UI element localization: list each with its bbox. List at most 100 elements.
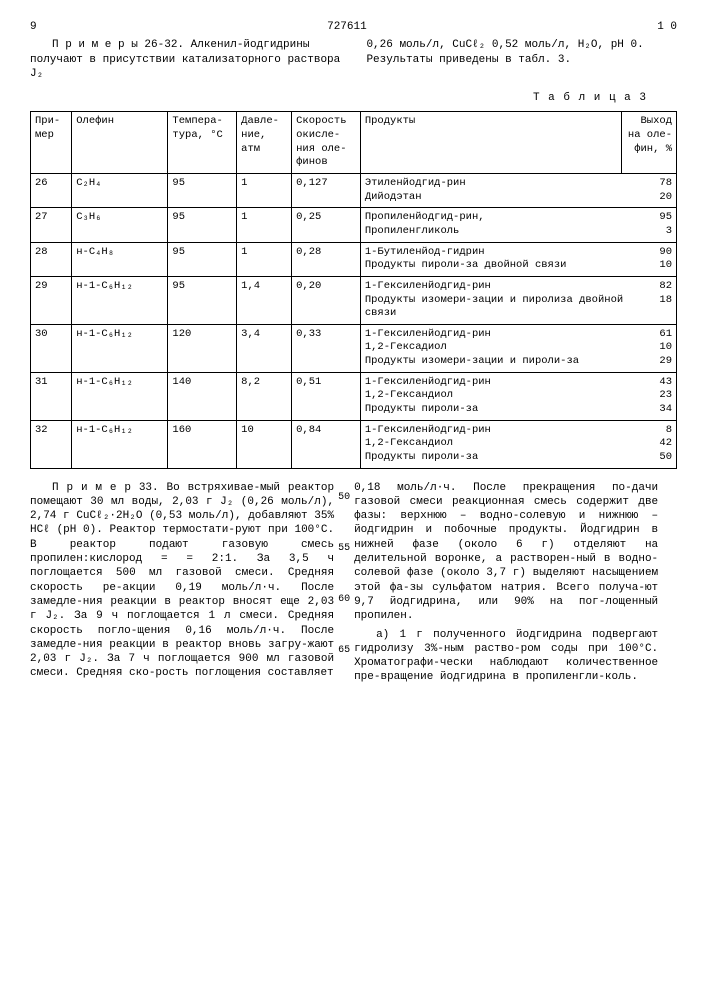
page-num-right: 1 0 xyxy=(657,20,677,34)
table-cell: н-1-C₆H₁₂ xyxy=(72,324,168,372)
table-cell: 95 xyxy=(168,208,237,242)
product-yield: 18 xyxy=(640,294,672,321)
table-cell: 140 xyxy=(168,372,237,420)
table-cell: 10 xyxy=(237,420,292,468)
product-entry: Продукты пироли-за двойной связи10 xyxy=(365,259,672,273)
table-row: 30н-1-C₆H₁₂1203,40,331-Гексиленйодгид-ри… xyxy=(31,324,677,372)
product-entry: 1-Гексиленйодгид-рин82 xyxy=(365,280,672,294)
products-cell: Пропиленйодгид-рин,95Пропиленгликоль3 xyxy=(360,208,676,242)
col-olefin: Олефин xyxy=(72,112,168,174)
table-cell: 0,33 xyxy=(292,324,361,372)
table-cell: 28 xyxy=(31,242,72,276)
col-rate: Скорость окисле-ния оле-финов xyxy=(292,112,361,174)
col-temperature: Темпера-тура, °С xyxy=(168,112,237,174)
table-row: 28н-C₄H₈9510,281-Бутиленйод-гидрин90Прод… xyxy=(31,242,677,276)
product-entry: Дийодэтан20 xyxy=(365,191,672,205)
intro-left: П р и м е р ы 26-32. Алкенил-йодгидрины … xyxy=(30,38,341,81)
table-cell: 30 xyxy=(31,324,72,372)
product-name: 1,2-Гексадиол xyxy=(365,341,640,355)
product-yield: 43 xyxy=(640,376,672,390)
product-name: 1,2-Гександиол xyxy=(365,389,640,403)
body-left-col: П р и м е р 33. Во встряхивае-мый реакто… xyxy=(30,481,334,685)
table-cell: C₃H₆ xyxy=(72,208,168,242)
product-entry: Этиленйодгид-рин78 xyxy=(365,177,672,191)
product-name: Продукты пироли-за xyxy=(365,451,640,465)
product-entry: 1-Гексиленйодгид-рин61 xyxy=(365,328,672,342)
product-yield: 23 xyxy=(640,389,672,403)
product-entry: 1-Бутиленйод-гидрин90 xyxy=(365,246,672,260)
table-cell: 31 xyxy=(31,372,72,420)
table-row: 32н-1-C₆H₁₂160100,84 1-Гексиленйодгид-рин… xyxy=(31,420,677,468)
table-caption: Т а б л и ц а 3 xyxy=(30,91,647,105)
product-name: Пропиленгликоль xyxy=(365,225,640,239)
product-name: 1-Гексиленйодгид-рин xyxy=(365,328,640,342)
product-entry: Пропиленгликоль3 xyxy=(365,225,672,239)
product-yield: 95 xyxy=(640,211,672,225)
product-name: Продукты изомери-зации и пиролиза двойно… xyxy=(365,294,640,321)
col-yield: Выход на оле-фин, % xyxy=(621,112,676,174)
line-mark: 65 xyxy=(334,644,354,657)
product-entry: Продукты изомери-зации и пироли-за29 xyxy=(365,355,672,369)
line-mark: 50 xyxy=(334,491,354,504)
body-right-p1: 0,18 моль/л·ч. После прекращения по-дачи… xyxy=(354,481,658,624)
product-entry: 1,2-Гексадиол10 xyxy=(365,341,672,355)
product-name: 1,2-Гександиол xyxy=(365,437,640,451)
product-name: Продукты пироли-за xyxy=(365,403,640,417)
product-yield: 8 xyxy=(640,424,672,438)
table-row: 27C₃H₆9510,25Пропиленйодгид-рин,95Пропил… xyxy=(31,208,677,242)
product-name: 1-Гексиленйодгид-рин xyxy=(365,424,640,438)
product-name: Этиленйодгид-рин xyxy=(365,177,640,191)
table-row: 29н-1-C₆H₁₂951,40,201-Гексиленйодгид-рин… xyxy=(31,276,677,324)
table-cell: 95 xyxy=(168,276,237,324)
table-cell: 1,4 xyxy=(237,276,292,324)
table-cell: C₂H₄ xyxy=(72,174,168,208)
product-name: Дийодэтан xyxy=(365,191,640,205)
table-cell: н-C₄H₈ xyxy=(72,242,168,276)
col-example: При-мер xyxy=(31,112,72,174)
product-entry: 1,2-Гександиол23 xyxy=(365,389,672,403)
product-yield: 61 xyxy=(640,328,672,342)
product-yield: 82 xyxy=(640,280,672,294)
products-cell: 1-Гексиленйодгид-рин611,2-Гексадиол10Про… xyxy=(360,324,676,372)
table-cell: 1 xyxy=(237,208,292,242)
table-body: 26C₂H₄9510,127Этиленйодгид-рин78Дийодэта… xyxy=(31,174,677,469)
table-cell: 1 xyxy=(237,174,292,208)
product-yield: 10 xyxy=(640,259,672,273)
products-cell: 1-Гексиленйодгид-рин431,2-Гександиол23Пр… xyxy=(360,372,676,420)
product-yield: 34 xyxy=(640,403,672,417)
table-row: 31н-1-C₆H₁₂1408,20,511-Гексиленйодгид-ри… xyxy=(31,372,677,420)
product-entry: Пропиленйодгид-рин,95 xyxy=(365,211,672,225)
table-cell: 29 xyxy=(31,276,72,324)
table-cell: 0,84 xyxy=(292,420,361,468)
line-number-marks: 50 55 60 65 xyxy=(334,481,354,685)
col-pressure: Давле-ние, атм xyxy=(237,112,292,174)
table-cell: 32 xyxy=(31,420,72,468)
results-table: При-мер Олефин Темпера-тура, °С Давле-ни… xyxy=(30,111,677,468)
product-name: Продукты изомери-зации и пироли-за xyxy=(365,355,640,369)
product-name: 1-Бутиленйод-гидрин xyxy=(365,246,640,260)
product-yield: 3 xyxy=(640,225,672,239)
product-name: 1-Гексиленйодгид-рин xyxy=(365,376,640,390)
product-yield: 90 xyxy=(640,246,672,260)
table-cell: н-1-C₆H₁₂ xyxy=(72,420,168,468)
products-cell: Этиленйодгид-рин78Дийодэтан20 xyxy=(360,174,676,208)
product-yield: 29 xyxy=(640,355,672,369)
line-mark: 55 xyxy=(334,542,354,555)
product-yield: 10 xyxy=(640,341,672,355)
product-name: 1-Гексиленйодгид-рин xyxy=(365,280,640,294)
table-cell: 95 xyxy=(168,174,237,208)
table-row: 26C₂H₄9510,127Этиленйодгид-рин78Дийодэта… xyxy=(31,174,677,208)
table-cell: 120 xyxy=(168,324,237,372)
table-cell: 27 xyxy=(31,208,72,242)
intro-right: 0,26 моль/л, CuCℓ₂ 0,52 моль/л, H₂O, pH … xyxy=(366,38,677,81)
page-num-left: 9 xyxy=(30,20,37,34)
products-cell: 1-Бутиленйод-гидрин90Продукты пироли-за … xyxy=(360,242,676,276)
table-header-row: При-мер Олефин Темпера-тура, °С Давле-ни… xyxy=(31,112,677,174)
table-cell: 0,25 xyxy=(292,208,361,242)
doc-number: 727611 xyxy=(327,20,367,34)
table-cell: 160 xyxy=(168,420,237,468)
table-cell: н-1-C₆H₁₂ xyxy=(72,372,168,420)
table-cell: 0,20 xyxy=(292,276,361,324)
product-entry: 1,2-Гександиол42 xyxy=(365,437,672,451)
table-cell: 26 xyxy=(31,174,72,208)
